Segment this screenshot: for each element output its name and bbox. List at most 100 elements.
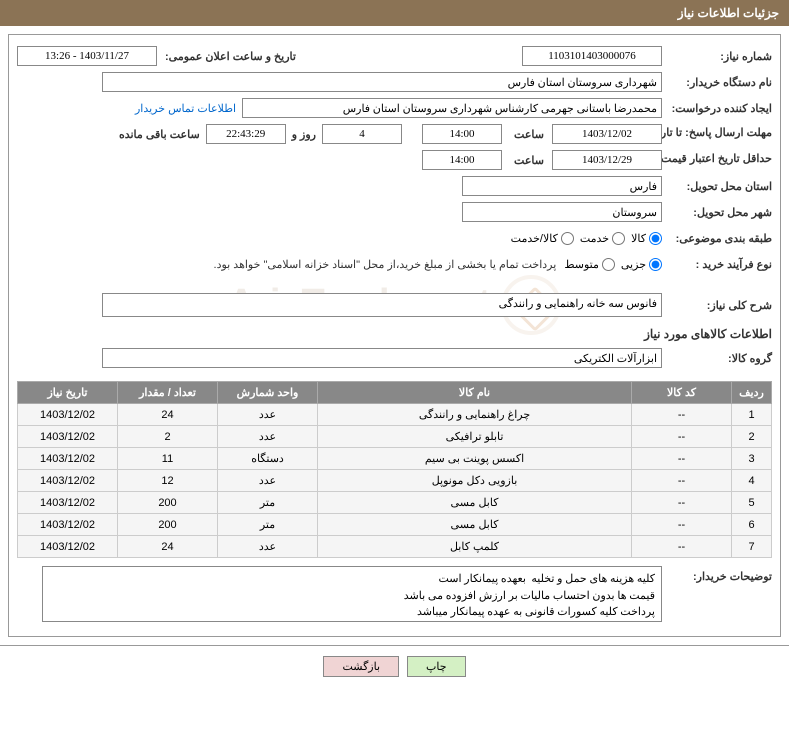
table-cell: -- [632,404,732,426]
goods-group-label: گروه کالا: [662,352,772,365]
table-cell: 5 [732,492,772,514]
goods-table: ردیف کد کالا نام کالا واحد شمارش تعداد /… [17,381,772,558]
validity-label: حداقل تاریخ اعتبار قیمت: تا تاریخ: [662,153,772,166]
cat-service-radio[interactable] [612,232,625,245]
process-radio-group: جزیی متوسط [564,258,662,271]
table-row: 7--کلمپ کابلعدد241403/12/02 [18,536,772,558]
panel-header: جزئیات اطلاعات نیاز [0,0,789,26]
table-cell: دستگاه [218,448,318,470]
goods-info-title: اطلاعات کالاهای مورد نیاز [17,327,772,341]
summary-label: شرح کلی نیاز: [662,299,772,312]
table-cell: 200 [118,492,218,514]
category-radio-group: کالا خدمت کالا/خدمت [511,232,662,245]
table-cell: عدد [218,536,318,558]
table-cell: 2 [118,426,218,448]
buyer-notes-label: توضیحات خریدار: [662,566,772,583]
table-cell: 4 [732,470,772,492]
remaining-label: ساعت باقی مانده [115,128,206,141]
summary-field[interactable] [102,293,662,317]
table-cell: 200 [118,514,218,536]
province-field[interactable] [462,176,662,196]
table-cell: 1403/12/02 [18,448,118,470]
deadline-date-field[interactable] [552,124,662,144]
goods-group-field[interactable] [102,348,662,368]
table-cell: 1403/12/02 [18,536,118,558]
th-date: تاریخ نیاز [18,382,118,404]
cat-goods-label: کالا [631,232,646,245]
table-cell: -- [632,514,732,536]
th-code: کد کالا [632,382,732,404]
cat-service-label: خدمت [580,232,609,245]
proc-partial-option[interactable]: جزیی [621,258,662,271]
table-cell: عدد [218,426,318,448]
contact-link[interactable]: اطلاعات تماس خریدار [135,102,242,115]
category-label: طبقه بندی موضوعی: [662,232,772,245]
cat-goods-service-option[interactable]: کالا/خدمت [511,232,574,245]
content-panel: AriaTender.net شماره نیاز: تاریخ و ساعت … [8,34,781,637]
announce-date-field[interactable] [17,46,157,66]
table-cell: -- [632,470,732,492]
city-field[interactable] [462,202,662,222]
province-label: استان محل تحویل: [662,180,772,193]
table-cell: -- [632,426,732,448]
buyer-org-label: نام دستگاه خریدار: [662,76,772,89]
table-cell: -- [632,492,732,514]
cat-goods-service-label: کالا/خدمت [511,232,558,245]
need-number-label: شماره نیاز: [662,50,772,63]
table-cell: 24 [118,404,218,426]
table-cell: 12 [118,470,218,492]
table-row: 5--کابل مسیمتر2001403/12/02 [18,492,772,514]
buyer-org-field[interactable] [102,72,662,92]
th-qty: تعداد / مقدار [118,382,218,404]
process-label: نوع فرآیند خرید : [662,258,772,271]
table-cell: تابلو ترافیکی [318,426,632,448]
table-cell: عدد [218,404,318,426]
requester-field[interactable] [242,98,662,118]
city-label: شهر محل تحویل: [662,206,772,219]
table-cell: 3 [732,448,772,470]
table-cell: کلمپ کابل [318,536,632,558]
button-bar: چاپ بازگشت [0,645,789,687]
proc-medium-radio[interactable] [602,258,615,271]
validity-time-field[interactable] [422,150,502,170]
process-note: پرداخت تمام یا بخشی از مبلغ خرید،از محل … [214,258,565,271]
cat-goods-service-radio[interactable] [561,232,574,245]
table-cell: اکسس پوینت بی سیم [318,448,632,470]
table-cell: 7 [732,536,772,558]
table-row: 2--تابلو ترافیکیعدد21403/12/02 [18,426,772,448]
table-cell: 24 [118,536,218,558]
deadline-time-field[interactable] [422,124,502,144]
table-row: 1--چراغ راهنمایی و رانندگیعدد241403/12/0… [18,404,772,426]
announce-date-label: تاریخ و ساعت اعلان عمومی: [161,50,296,63]
requester-label: ایجاد کننده درخواست: [662,102,772,115]
table-cell: متر [218,514,318,536]
table-cell: -- [632,536,732,558]
table-cell: 1 [732,404,772,426]
proc-partial-radio[interactable] [649,258,662,271]
print-button[interactable]: چاپ [407,656,466,677]
th-name: نام کالا [318,382,632,404]
buyer-notes-field[interactable] [42,566,662,622]
th-row: ردیف [732,382,772,404]
cat-goods-option[interactable]: کالا [631,232,662,245]
time-label-2: ساعت [502,154,552,167]
table-cell: عدد [218,470,318,492]
proc-medium-option[interactable]: متوسط [564,258,615,271]
table-row: 3--اکسس پوینت بی سیمدستگاه111403/12/02 [18,448,772,470]
cat-goods-radio[interactable] [649,232,662,245]
cat-service-option[interactable]: خدمت [580,232,625,245]
table-cell: 1403/12/02 [18,404,118,426]
table-cell: 6 [732,514,772,536]
deadline-label: مهلت ارسال پاسخ: تا تاریخ: [662,127,772,140]
time-label-1: ساعت [502,128,552,141]
proc-partial-label: جزیی [621,258,646,271]
time-remaining-field [206,124,286,144]
need-number-field[interactable] [522,46,662,66]
back-button[interactable]: بازگشت [323,656,399,677]
proc-medium-label: متوسط [564,258,599,271]
validity-date-field[interactable] [552,150,662,170]
table-row: 4--بازویی دکل مونوپلعدد121403/12/02 [18,470,772,492]
days-remaining-field [322,124,402,144]
table-cell: 11 [118,448,218,470]
table-cell: -- [632,448,732,470]
